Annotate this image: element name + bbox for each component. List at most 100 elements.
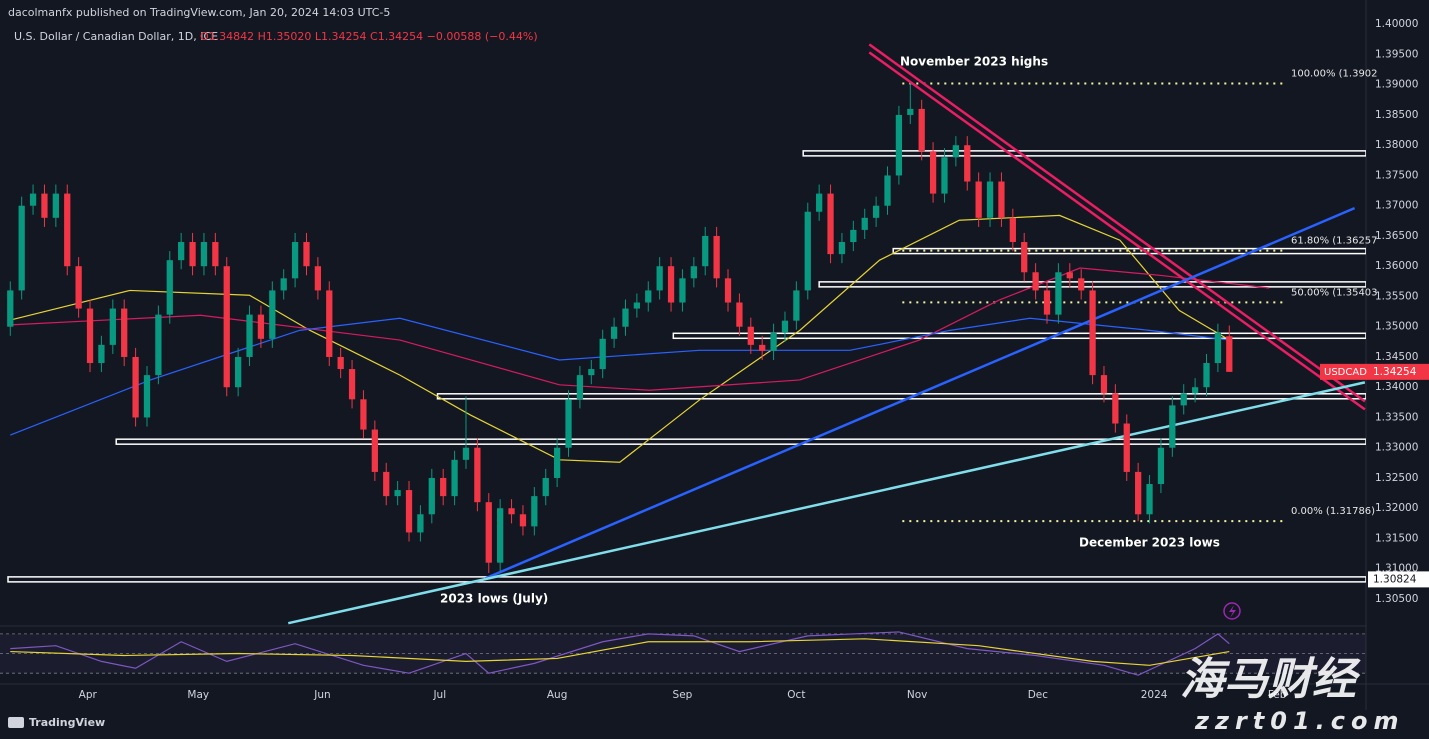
candle-body — [440, 477, 447, 497]
candle-body — [132, 356, 139, 418]
y-tick-label: 1.33500 — [1375, 411, 1418, 423]
moving-average — [10, 214, 1230, 463]
ticker-label: USDCAD — [1324, 367, 1367, 378]
level-band — [802, 150, 1366, 157]
y-tick-label: 1.33000 — [1375, 442, 1418, 454]
candle-body — [234, 356, 242, 388]
candle-body — [907, 108, 914, 115]
candle-body — [29, 193, 37, 206]
candle-body — [1021, 242, 1028, 273]
candle-body — [1191, 387, 1199, 394]
candle-body — [1180, 393, 1187, 406]
candle-body — [405, 490, 413, 533]
candle-body — [246, 314, 253, 357]
last-price: 1.34254 — [1373, 366, 1417, 378]
y-tick-label: 1.31500 — [1375, 532, 1418, 544]
candle-body — [383, 471, 390, 497]
y-tick-label: 1.30500 — [1375, 593, 1418, 605]
candle-body — [1112, 393, 1119, 424]
candle-body — [1146, 484, 1153, 515]
level-tag — [1368, 571, 1429, 588]
candle-body — [348, 369, 356, 400]
candle-body — [98, 344, 105, 364]
x-tick-label: Dec — [1028, 689, 1049, 701]
candle-body — [747, 326, 754, 345]
candle-body — [918, 108, 925, 152]
fib-label: 50.00% (1.35403 — [1291, 287, 1378, 298]
rsi-pane — [0, 631, 1366, 676]
y-tick-label: 1.35500 — [1375, 290, 1418, 302]
y-tick-label: 1.34000 — [1375, 381, 1418, 393]
candle-body — [1055, 272, 1062, 315]
y-tick-label: 1.37500 — [1375, 169, 1418, 181]
candle-body — [736, 302, 743, 327]
candle-body — [86, 308, 94, 364]
candle-body — [986, 181, 994, 218]
candle-body — [485, 502, 492, 563]
x-tick-label: Jun — [313, 689, 330, 701]
candle-body — [679, 278, 686, 303]
candle-body — [75, 266, 82, 309]
candle-body — [428, 477, 435, 515]
y-tick-label: 1.32000 — [1375, 502, 1418, 514]
event-icon[interactable] — [1223, 602, 1241, 620]
candle-body — [1135, 471, 1142, 515]
candle-body — [52, 193, 59, 218]
candle-body — [861, 217, 868, 230]
publisher: dacolmanfx published on TradingView.com,… — [8, 6, 390, 19]
candle-body — [850, 229, 857, 243]
candle-body — [314, 266, 322, 291]
trendline — [868, 51, 1366, 411]
candle-body — [1214, 332, 1222, 364]
x-tick-label: Apr — [79, 689, 98, 701]
rsi-line — [10, 631, 1230, 676]
candle-body — [770, 332, 777, 351]
candle-body — [269, 290, 276, 339]
candle-body — [474, 447, 481, 503]
moving-average — [10, 267, 1270, 391]
x-tick-label: Feb — [1268, 689, 1287, 701]
level-band — [892, 247, 1366, 255]
candle-body — [1169, 405, 1176, 448]
watermark-site: zzrt01.com — [1194, 707, 1404, 735]
candle-body — [622, 308, 629, 327]
trendline — [484, 206, 1356, 580]
x-tick-label: Oct — [787, 689, 805, 701]
candle-body — [291, 242, 299, 279]
candle-body — [519, 514, 527, 527]
level-band — [672, 332, 1366, 340]
candle-body — [690, 266, 697, 279]
y-tick-label: 1.38000 — [1375, 139, 1418, 151]
candle-body — [1123, 423, 1130, 472]
candle-body — [451, 459, 458, 497]
ohlc: O1.34842 H1.35020 L1.34254 C1.34254 −0.0… — [200, 30, 538, 43]
candle-body — [975, 181, 982, 218]
y-tick-label: 1.32500 — [1375, 472, 1418, 484]
annotation: November 2023 highs — [900, 55, 1048, 69]
candle-body — [872, 205, 880, 218]
candle-body — [781, 320, 789, 333]
candle-body — [1226, 336, 1233, 372]
candle-body — [18, 205, 25, 291]
event-icon-bolt — [1229, 605, 1236, 618]
candle-body — [929, 151, 937, 194]
candle-body — [576, 375, 584, 400]
level-band — [7, 576, 1366, 583]
candle-body — [884, 175, 891, 206]
candle-body — [759, 344, 766, 351]
candle-body — [41, 193, 48, 218]
candle-body — [326, 290, 333, 357]
candle-body — [599, 338, 606, 370]
trendline — [868, 43, 1366, 403]
candle-body — [337, 356, 344, 370]
x-tick-label: Nov — [907, 689, 928, 701]
candle-body — [121, 308, 128, 357]
y-tick-label: 1.38500 — [1375, 109, 1418, 121]
y-tick-label: 1.40000 — [1375, 18, 1418, 30]
annotation: December 2023 lows — [1079, 536, 1220, 550]
candle-body — [793, 290, 800, 321]
candle-body — [645, 290, 652, 303]
candle-body — [667, 266, 675, 303]
candle-body — [189, 242, 196, 267]
brand-logo — [8, 717, 24, 728]
